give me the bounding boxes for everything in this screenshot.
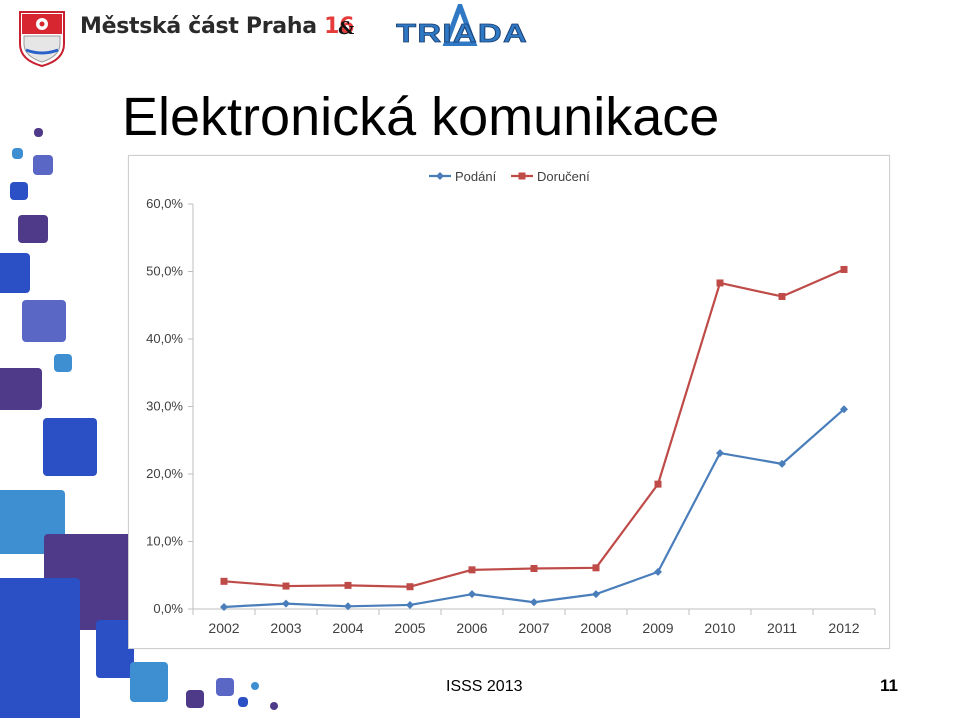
data-point-podani [344,602,352,611]
data-point-doruceni [344,581,352,589]
data-point-podani [592,590,600,599]
decorative-square [22,300,66,342]
x-tick-label: 2004 [332,620,363,636]
data-point-podani [530,598,538,607]
data-point-doruceni [406,583,414,591]
data-point-podani [778,459,786,468]
data-point-podani [282,599,290,608]
x-tick-label: 2006 [456,620,487,636]
x-tick-label: 2005 [394,620,425,636]
legend-marker [436,172,444,180]
x-tick-label: 2002 [208,620,239,636]
crest-logo-icon [19,11,65,68]
page-number: 11 [880,676,898,695]
decorative-square [130,662,168,702]
y-tick-label: 20,0% [146,466,183,481]
legend-label: Podání [455,169,497,184]
decorative-square [186,690,204,708]
header-band [0,0,730,78]
footer-event: ISSS 2013 [446,678,523,695]
series-line-1 [223,408,845,609]
data-point-podani [220,602,228,611]
y-tick-label: 0,0% [153,601,183,616]
x-tick-label: 2010 [704,620,735,636]
series-line-2 [223,268,845,588]
decorative-square [10,182,28,200]
data-point-podani [654,567,662,576]
data-point-doruceni [840,265,848,273]
x-tick-label: 2011 [767,620,797,636]
x-tick-label: 2012 [828,620,859,636]
decorative-square [0,368,42,410]
data-point-doruceni [654,480,662,488]
data-point-doruceni [716,279,724,287]
legend-marker [518,172,526,180]
decorative-square [0,578,80,718]
data-point-doruceni [530,565,538,572]
triada-logo-text: TRIADA [396,18,528,46]
decorative-square [12,148,23,159]
x-tick-label: 2003 [270,620,301,636]
decorative-square [238,697,248,707]
y-tick-label: 40,0% [146,331,183,346]
ampersand: & [338,18,355,39]
decorative-square [270,702,278,710]
data-point-podani [840,405,848,414]
data-point-podani [716,449,724,458]
data-point-podani [406,600,414,609]
decorative-square [216,678,234,696]
decorative-square [18,215,48,243]
y-tick-label: 50,0% [146,264,183,279]
data-point-doruceni [778,292,786,300]
chart-frame: 0,0% 10,0% 20,0% 30,0% 40,0% 50,0% 60,0% 2002 20… [128,155,890,649]
line-chart: 0,0% 10,0% 20,0% 30,0% 40,0% 50,0% 60,0% 2002 20… [146,169,876,636]
x-tick-label: 2008 [580,620,611,636]
decorative-square [43,418,97,476]
triada-logo: TRIADA [396,4,528,46]
data-point-doruceni [468,566,476,574]
y-tick-label: 30,0% [146,399,183,414]
decorative-square [251,682,259,690]
x-tick-label: 2009 [642,620,673,636]
decorative-square [54,354,72,372]
data-point-podani [468,590,476,599]
page-title: Elektronická komunikace [122,87,720,147]
data-point-doruceni [220,577,228,585]
data-point-doruceni [592,564,600,572]
decorative-square [34,128,43,137]
decorative-square [96,620,134,678]
triada-triangle-icon [442,4,478,46]
decorative-square [33,155,53,175]
data-point-doruceni [282,582,290,590]
y-tick-label: 10,0% [146,534,183,549]
legend-label: Doručení [537,169,590,184]
x-tick-label: 2007 [518,620,549,636]
decorative-square [0,253,30,293]
y-tick-label: 60,0% [146,196,183,211]
org-name: Městská část Praha 16 [80,14,355,39]
